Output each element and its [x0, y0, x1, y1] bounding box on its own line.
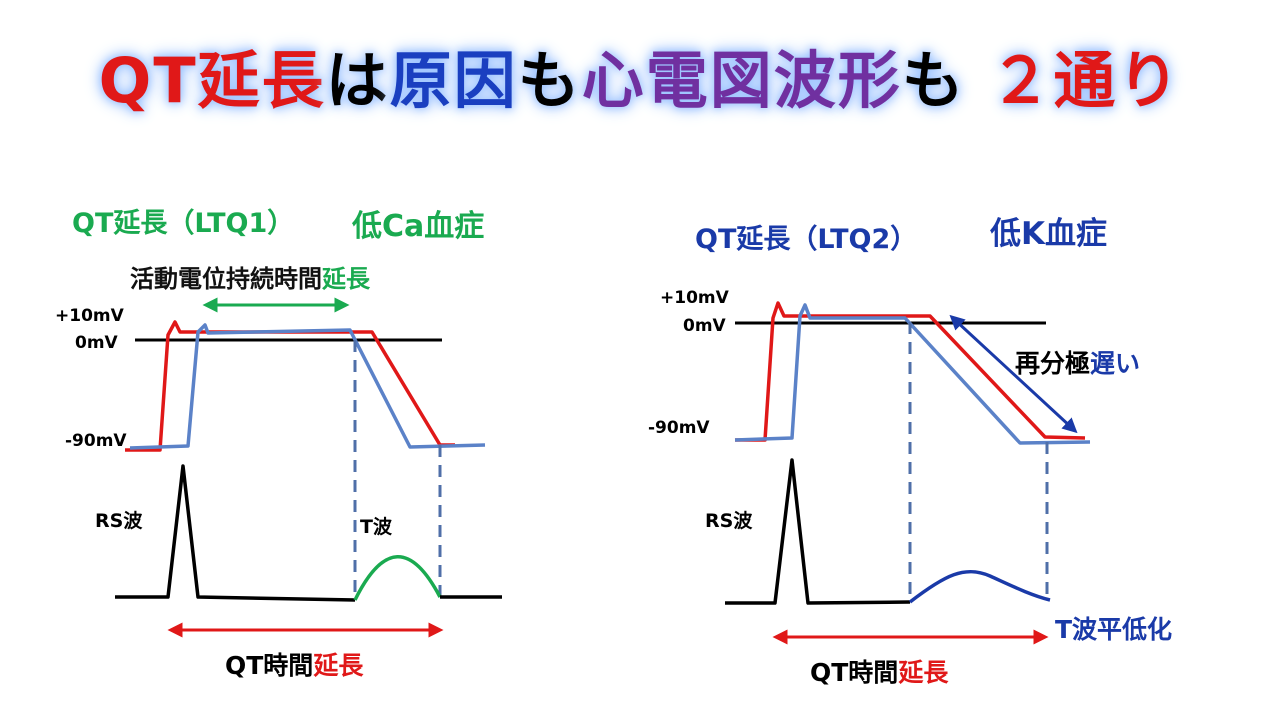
axis-label: 0mV [75, 333, 119, 353]
title-part: 心電図波形 [581, 44, 902, 117]
condition: 低K血症 [989, 216, 1107, 252]
label-part: 活動電位持続時間 [130, 265, 322, 293]
axis-label: +10mV [55, 306, 125, 326]
heading: QT延長（LTQ1） [72, 208, 294, 239]
title-part: ２通り [989, 44, 1182, 117]
qt-label: QT時間延長 [810, 658, 949, 687]
rs-label: RS波 [705, 509, 753, 532]
ecg [115, 464, 356, 602]
rs-label: RS波 [95, 509, 143, 532]
axis-label: 0mV [683, 316, 727, 336]
qt-label: QT時間延長 [225, 651, 364, 680]
t-wave [353, 555, 442, 601]
repol-label: 再分極遅い [1015, 349, 1140, 378]
label-part: 延長 [312, 651, 364, 680]
heading: QT延長（LTQ2） [695, 224, 917, 255]
condition: 低Ca血症 [351, 209, 484, 244]
title-part: も [517, 44, 582, 117]
title-part: 原因 [389, 44, 518, 117]
t-wave [908, 569, 1051, 604]
axis-label: -90mV [65, 431, 127, 451]
t-label: T波 [360, 515, 393, 538]
label-part: 延長 [897, 658, 949, 687]
label-part: 遅い [1090, 349, 1140, 378]
axis-label: -90mV [648, 418, 710, 438]
repol-arrow [949, 314, 1078, 434]
ecg [725, 458, 911, 605]
t-label: T波平低化 [1055, 615, 1172, 644]
duration-label: 活動電位持続時間延長 [130, 265, 371, 293]
action-potential [129, 323, 486, 450]
title-part: は [325, 44, 390, 117]
title-part: QT延長 [98, 44, 326, 117]
label-part: 再分極 [1015, 349, 1090, 378]
title-part: も [901, 44, 966, 117]
label-part: QT時間 [225, 651, 313, 680]
action-potential [125, 320, 455, 452]
axis-label: +10mV [660, 288, 730, 308]
title: QT延長は原因も心電図波形も ２通り [0, 30, 1280, 120]
label-part: 延長 [321, 265, 371, 293]
label-part: QT時間 [810, 658, 898, 687]
